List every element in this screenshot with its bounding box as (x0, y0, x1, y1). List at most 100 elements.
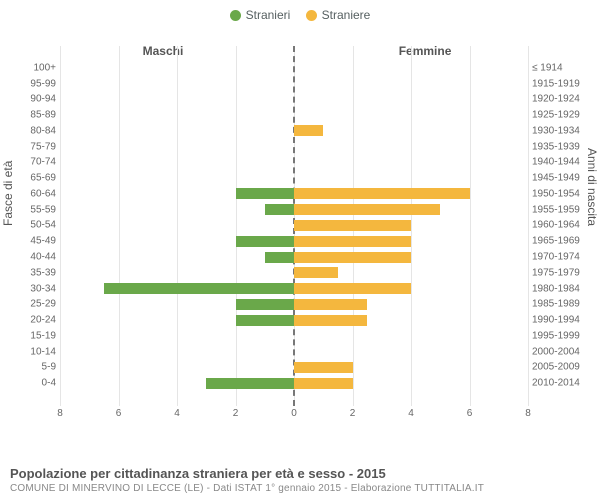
bar-female (294, 220, 411, 231)
age-row: 40-441970-1974 (60, 249, 528, 265)
birth-year-label: 1960-1964 (528, 220, 580, 231)
legend-item-male: Stranieri (230, 8, 291, 22)
age-label: 45-49 (30, 236, 60, 247)
birth-year-label: 1990-1994 (528, 315, 580, 326)
x-tick-label: 4 (174, 408, 180, 419)
bar-male (265, 252, 294, 263)
birth-year-label: 1950-1954 (528, 188, 580, 199)
chart-title: Popolazione per cittadinanza straniera p… (10, 466, 590, 481)
age-label: 75-79 (30, 141, 60, 152)
bar-female (294, 236, 411, 247)
chart-container: Stranieri Straniere Fasce di età Anni di… (0, 0, 600, 500)
birth-year-label: 1955-1959 (528, 204, 580, 215)
birth-year-label: 1920-1924 (528, 94, 580, 105)
x-axis-ticks: 8 6 4 2 0 2 4 6 8 (60, 408, 528, 422)
age-label: 55-59 (30, 204, 60, 215)
age-label: 15-19 (30, 330, 60, 341)
age-row: 5-92005-2009 (60, 360, 528, 376)
birth-year-label: 1975-1979 (528, 267, 580, 278)
bar-male (236, 315, 295, 326)
bar-male (236, 236, 295, 247)
age-row: 85-891925-1929 (60, 107, 528, 123)
birth-year-label: 1985-1989 (528, 299, 580, 310)
age-label: 35-39 (30, 267, 60, 278)
x-tick-label: 4 (408, 408, 414, 419)
age-label: 50-54 (30, 220, 60, 231)
legend-dot-male (230, 10, 241, 21)
bar-female (294, 204, 440, 215)
age-row: 10-142000-2004 (60, 344, 528, 360)
age-label: 90-94 (30, 94, 60, 105)
age-row: 65-691945-1949 (60, 170, 528, 186)
x-tick-label: 8 (525, 408, 531, 419)
age-label: 40-44 (30, 252, 60, 263)
age-row: 35-391975-1979 (60, 265, 528, 281)
age-label: 65-69 (30, 173, 60, 184)
birth-year-label: 1915-1919 (528, 78, 580, 89)
bar-male (206, 378, 294, 389)
bar-female (294, 362, 353, 373)
bar-male (104, 283, 294, 294)
age-row: 15-191995-1999 (60, 328, 528, 344)
chart-footer: Popolazione per cittadinanza straniera p… (10, 466, 590, 494)
legend-item-female: Straniere (306, 8, 371, 22)
birth-year-label: 1925-1929 (528, 110, 580, 121)
age-row: 95-991915-1919 (60, 76, 528, 92)
x-tick-label: 0 (291, 408, 297, 419)
birth-year-label: 1965-1969 (528, 236, 580, 247)
age-label: 85-89 (30, 110, 60, 121)
birth-year-label: 1995-1999 (528, 330, 580, 341)
y-axis-label-left: Fasce di età (1, 160, 15, 225)
age-row: 50-541960-1964 (60, 218, 528, 234)
x-tick-label: 8 (57, 408, 63, 419)
birth-year-label: 1980-1984 (528, 283, 580, 294)
bar-female (294, 267, 338, 278)
legend-label-male: Stranieri (246, 8, 291, 22)
legend: Stranieri Straniere (10, 8, 590, 24)
age-row: 20-241990-1994 (60, 312, 528, 328)
bar-male (236, 299, 295, 310)
age-label: 60-64 (30, 188, 60, 199)
x-tick-label: 2 (350, 408, 356, 419)
bar-female (294, 188, 470, 199)
age-label: 25-29 (30, 299, 60, 310)
birth-year-label: 1930-1934 (528, 125, 580, 136)
age-row: 60-641950-1954 (60, 186, 528, 202)
legend-dot-female (306, 10, 317, 21)
column-title-female: Femmine (399, 44, 452, 58)
age-row: 75-791935-1939 (60, 139, 528, 155)
age-row: 55-591955-1959 (60, 202, 528, 218)
birth-year-label: 2000-2004 (528, 346, 580, 357)
bar-female (294, 378, 353, 389)
x-tick-label: 2 (233, 408, 239, 419)
bar-male (236, 188, 295, 199)
bar-female (294, 299, 367, 310)
age-row: 80-841930-1934 (60, 123, 528, 139)
age-row: 70-741940-1944 (60, 155, 528, 171)
birth-year-label: 1940-1944 (528, 157, 580, 168)
age-row: 25-291985-1989 (60, 296, 528, 312)
birth-year-label: 1935-1939 (528, 141, 580, 152)
birth-year-label: 2005-2009 (528, 362, 580, 373)
bar-female (294, 125, 323, 136)
age-row: 30-341980-1984 (60, 281, 528, 297)
birth-year-label: 2010-2014 (528, 378, 580, 389)
age-row: 90-941920-1924 (60, 91, 528, 107)
age-label: 10-14 (30, 346, 60, 357)
age-label: 95-99 (30, 78, 60, 89)
age-label: 80-84 (30, 125, 60, 136)
y-axis-label-right: Anni di nascita (585, 147, 599, 225)
age-row: 45-491965-1969 (60, 233, 528, 249)
bar-male (265, 204, 294, 215)
bar-female (294, 283, 411, 294)
legend-label-female: Straniere (322, 8, 371, 22)
age-label: 100+ (33, 62, 60, 73)
chart-area: Fasce di età Anni di nascita Maschi Femm… (10, 28, 590, 424)
x-tick-label: 6 (467, 408, 473, 419)
age-label: 5-9 (42, 362, 60, 373)
birth-year-label: 1945-1949 (528, 173, 580, 184)
x-tick-label: 6 (116, 408, 122, 419)
chart-subtitle: COMUNE DI MINERVINO DI LECCE (LE) - Dati… (10, 483, 590, 494)
age-label: 70-74 (30, 157, 60, 168)
age-label: 30-34 (30, 283, 60, 294)
